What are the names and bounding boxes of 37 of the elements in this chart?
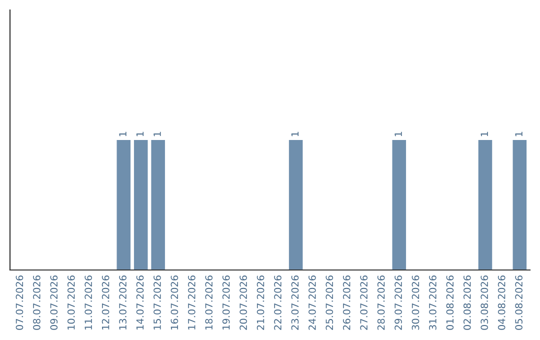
data-label: 1 bbox=[119, 132, 126, 136]
x-tick-label: 07.07.2026 bbox=[16, 275, 24, 330]
x-tick-label: 14.07.2026 bbox=[136, 275, 144, 330]
x-tick-label: 09.07.2026 bbox=[50, 275, 58, 330]
x-tick-label: 05.08.2026 bbox=[515, 275, 522, 330]
x-tick-label: 24.07.2026 bbox=[308, 275, 316, 330]
x-tick-label: 13.07.2026 bbox=[119, 275, 126, 330]
x-tick-label: 01.08.2026 bbox=[446, 275, 454, 330]
x-tick-label: 27.07.2026 bbox=[360, 275, 368, 330]
data-label: 1 bbox=[394, 132, 402, 136]
x-tick-label: 26.07.2026 bbox=[342, 275, 350, 330]
x-tick-label: 20.07.2026 bbox=[240, 275, 247, 330]
x-tick-label: 25.07.2026 bbox=[326, 275, 334, 330]
x-tick-label: 03.08.2026 bbox=[480, 275, 488, 330]
x-tick-label: 28.07.2026 bbox=[377, 275, 385, 330]
x-tick-label: 22.07.2026 bbox=[274, 275, 282, 330]
x-tick-label: 31.07.2026 bbox=[429, 275, 436, 330]
data-label: 1 bbox=[291, 132, 299, 136]
x-tick-label: 10.07.2026 bbox=[67, 275, 75, 330]
x-tick-label: 30.07.2026 bbox=[412, 275, 420, 330]
data-label: 1 bbox=[136, 132, 144, 136]
x-tick-label: 23.07.2026 bbox=[291, 275, 299, 330]
x-tick-label: 16.07.2026 bbox=[170, 275, 178, 330]
x-tick-label: 19.07.2026 bbox=[222, 275, 230, 330]
x-tick-label: 08.07.2026 bbox=[33, 275, 40, 330]
x-tick-label: 04.08.2026 bbox=[498, 275, 506, 330]
x-tick-label: 15.07.2026 bbox=[154, 275, 161, 330]
data-label: 1 bbox=[480, 132, 488, 136]
x-tick-label: 02.08.2026 bbox=[463, 275, 471, 330]
data-label: 1 bbox=[515, 132, 522, 136]
x-tick-label: 18.07.2026 bbox=[205, 275, 213, 330]
data-label: 1 bbox=[154, 132, 161, 136]
x-tick-label: 21.07.2026 bbox=[256, 275, 264, 330]
x-tick-label: 12.07.2026 bbox=[102, 275, 110, 330]
x-tick-label: 11.07.2026 bbox=[84, 275, 92, 330]
x-tick-label: 17.07.2026 bbox=[188, 275, 196, 330]
x-tick-label: 29.07.2026 bbox=[394, 275, 402, 330]
